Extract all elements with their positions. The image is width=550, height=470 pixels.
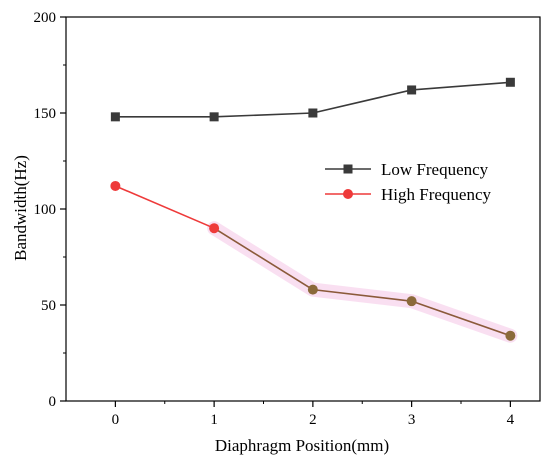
data-point [307, 284, 318, 295]
data-point [110, 180, 121, 191]
series-high-frequency [110, 180, 516, 341]
legend-label: Low Frequency [381, 160, 489, 179]
series-line-segment [214, 112, 313, 118]
data-point [209, 112, 219, 122]
series-line-segment [213, 227, 314, 291]
series-low-frequency [110, 77, 515, 122]
x-tick-label: 4 [507, 412, 515, 428]
series-line-segment [411, 81, 511, 91]
x-tick-label: 1 [210, 412, 218, 428]
data-point [308, 108, 318, 118]
data-point [110, 112, 120, 122]
legend-marker [343, 189, 353, 199]
x-axis-label: Diaphragm Position(mm) [215, 436, 389, 455]
data-point [505, 330, 516, 341]
series-line-segment [115, 185, 215, 229]
y-tick-label: 0 [49, 394, 57, 410]
x-tick-label: 0 [112, 412, 120, 428]
series-line-segment [411, 300, 511, 337]
y-axis-label: Bandwidth(Hz) [11, 155, 30, 261]
series-line-segment [312, 89, 412, 114]
x-tick-label: 3 [408, 412, 416, 428]
y-tick-label: 200 [34, 10, 57, 26]
x-tick-label: 2 [309, 412, 317, 428]
data-point [406, 296, 417, 307]
data-point [505, 77, 515, 87]
data-point [209, 223, 220, 234]
legend-label: High Frequency [381, 185, 492, 204]
series-layer [110, 77, 516, 341]
legend-item: High Frequency [325, 185, 492, 204]
legend-marker [343, 164, 353, 174]
y-axis: 0 50 100 150 200 [34, 10, 66, 410]
legend: Low Frequency High Frequency [325, 160, 492, 204]
series-line-segment [312, 288, 412, 302]
y-tick-label: 100 [34, 202, 57, 218]
x-axis: 0 1 2 3 4 [112, 401, 515, 428]
legend-item: Low Frequency [325, 160, 489, 179]
y-tick-label: 150 [34, 106, 57, 122]
data-point [407, 85, 417, 95]
y-tick-label: 50 [41, 298, 56, 314]
